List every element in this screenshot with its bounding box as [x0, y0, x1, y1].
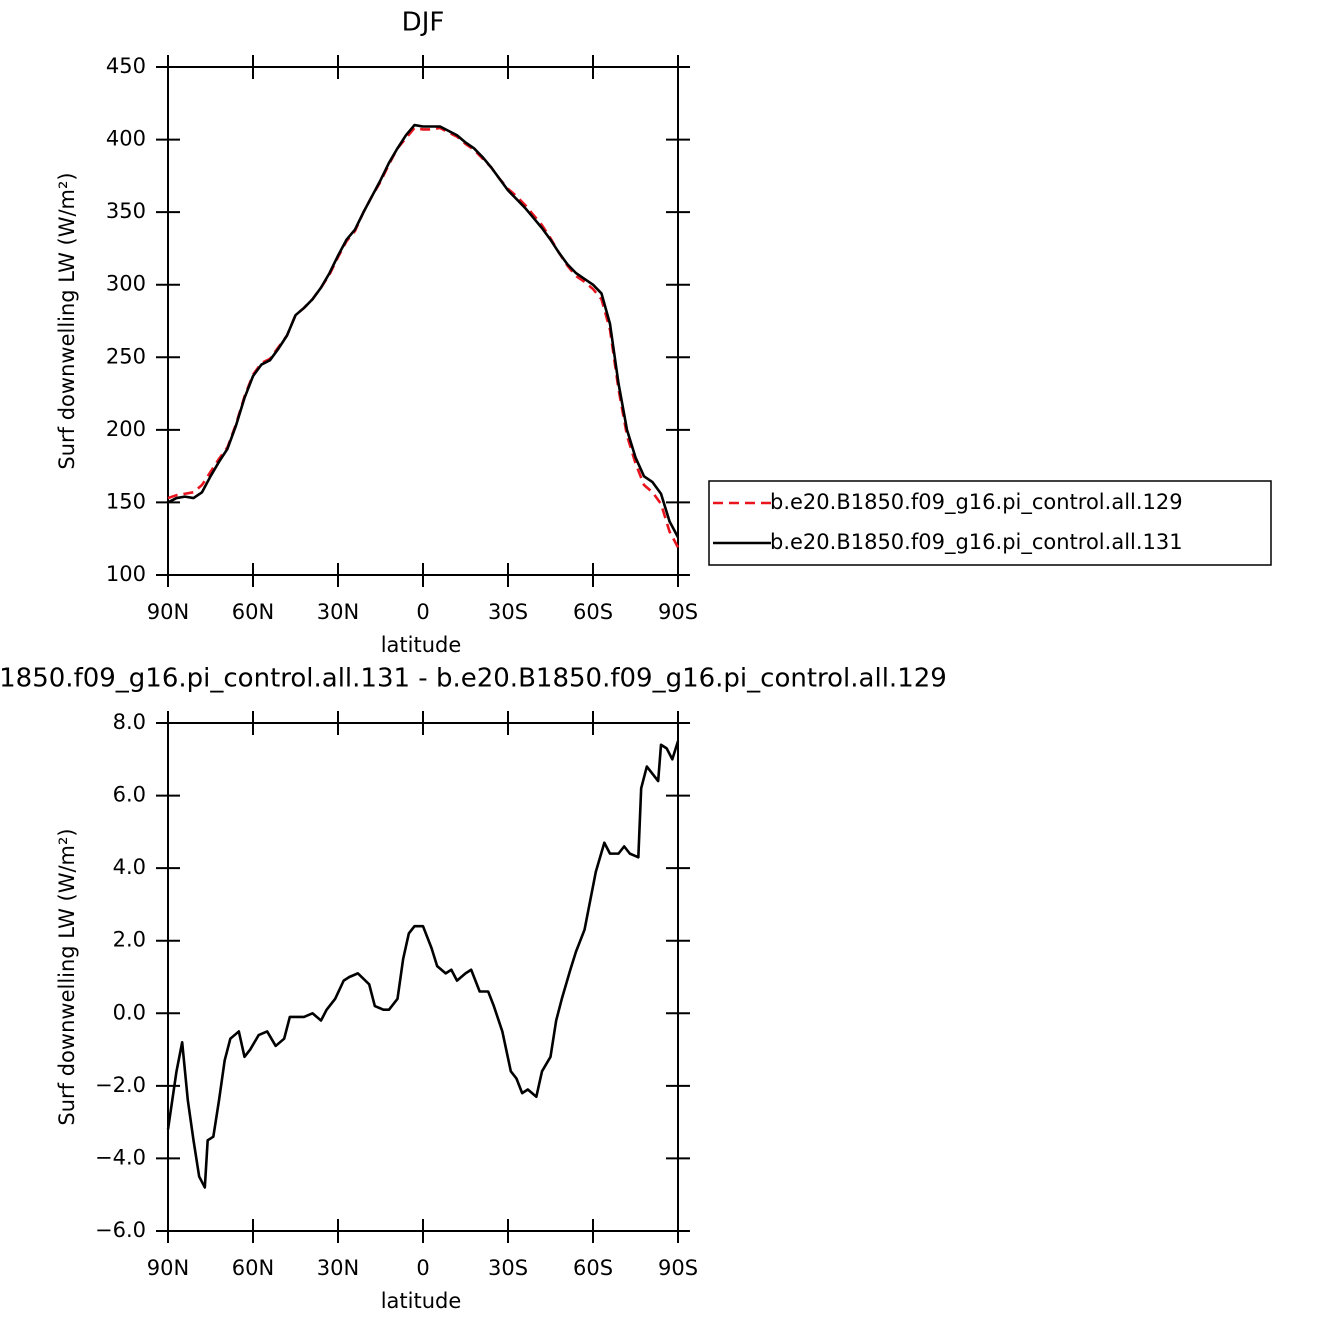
- series-line: [167, 123, 680, 538]
- data-line: [166, 740, 680, 1189]
- y-axis-label: Surf downwelling LW (W/m²): [55, 172, 79, 469]
- x-tick-label: 90N: [147, 600, 189, 624]
- y-tick-label: −2.0: [95, 1073, 146, 1097]
- x-tick-label: 0: [416, 600, 429, 624]
- y-tick-label: 2.0: [113, 928, 146, 952]
- y-tick-label: −4.0: [95, 1145, 146, 1169]
- legend-box: [708, 480, 1272, 566]
- x-tick-label: 0: [416, 1256, 429, 1280]
- x-axis-label: latitude: [381, 633, 462, 657]
- series-line: [167, 126, 680, 549]
- chart-title: b.e20.B1850.f09_g16.pi_control.all.131 -…: [0, 664, 947, 694]
- legend-label: b.e20.B1850.f09_g16.pi_control.all.129: [770, 490, 1183, 515]
- x-tick-label: 90S: [658, 600, 698, 624]
- plot-frame: [167, 722, 679, 1232]
- x-tick-label: 90S: [658, 1256, 698, 1280]
- y-tick-label: 6.0: [113, 783, 146, 807]
- x-tick-label: 30N: [317, 600, 359, 624]
- legend-label: b.e20.B1850.f09_g16.pi_control.all.131: [770, 530, 1183, 555]
- x-tick-label: 60S: [573, 600, 613, 624]
- y-tick-label: 8.0: [113, 710, 146, 734]
- plot-frame: [167, 66, 679, 576]
- y-tick-label: 4.0: [113, 855, 146, 879]
- chart-title: DJF: [402, 8, 445, 38]
- y-tick-label: 100: [106, 562, 146, 586]
- x-tick-label: 30N: [317, 1256, 359, 1280]
- x-axis-label: latitude: [381, 1289, 462, 1313]
- x-tick-label: 60S: [573, 1256, 613, 1280]
- y-tick-label: 0.0: [113, 1000, 146, 1024]
- x-tick-label: 60N: [232, 1256, 274, 1280]
- y-tick-label: 300: [106, 272, 146, 296]
- y-tick-label: 250: [106, 344, 146, 368]
- y-axis-label: Surf downwelling LW (W/m²): [55, 828, 79, 1125]
- x-tick-label: 60N: [232, 600, 274, 624]
- y-tick-label: −6.0: [95, 1218, 146, 1242]
- x-tick-label: 30S: [488, 600, 528, 624]
- y-tick-label: 400: [106, 127, 146, 151]
- y-tick-label: 350: [106, 199, 146, 223]
- y-tick-label: 450: [106, 54, 146, 78]
- x-tick-label: 90N: [147, 1256, 189, 1280]
- y-tick-label: 150: [106, 489, 146, 513]
- y-tick-label: 200: [106, 417, 146, 441]
- x-tick-label: 30S: [488, 1256, 528, 1280]
